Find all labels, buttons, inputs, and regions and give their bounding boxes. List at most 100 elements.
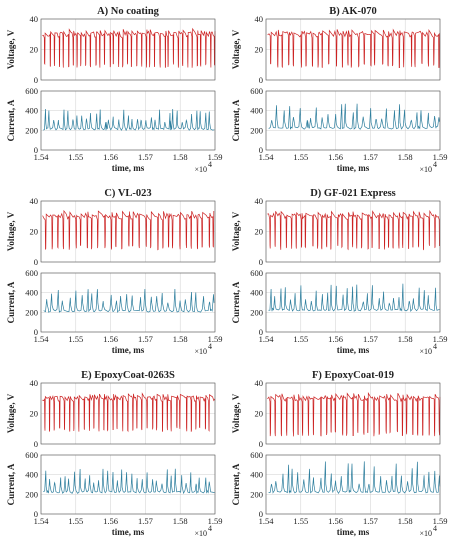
x-tick-label: 1.56 (103, 516, 118, 526)
voltage-axis-label: Voltage, V (231, 211, 241, 251)
y-tick-label: 0 (34, 257, 38, 267)
current-series-line (268, 461, 441, 495)
y-tick-label: 40 (255, 14, 264, 24)
current-axis-label: Current, A (6, 281, 16, 323)
voltage-axis-label: Voltage, V (6, 29, 16, 69)
x-tick-label: 1.54 (259, 334, 275, 344)
voltage-series-line (42, 209, 215, 251)
x-tick-label: 1.55 (68, 334, 83, 344)
y-tick-label: 200 (25, 125, 38, 135)
x-tick-label: 1.54 (34, 516, 50, 526)
voltage-axis-label: Voltage, V (6, 393, 16, 433)
y-tick-label: 20 (30, 45, 39, 55)
x-tick-label: 1.54 (34, 334, 50, 344)
y-tick-label: 400 (250, 288, 263, 298)
x-tick-label: 1.59 (208, 152, 223, 162)
x-tick-label: 1.56 (103, 334, 118, 344)
x-tick-label: 1.56 (328, 152, 343, 162)
voltage-axis-label: Voltage, V (6, 211, 16, 251)
x-axis-exponent: 4 (208, 160, 212, 169)
voltage-axes-frame (40, 200, 216, 263)
y-tick-label: 200 (250, 125, 263, 135)
x-axis-label: time, ms (337, 163, 370, 173)
chart-title: D) GF-021 Express (310, 188, 396, 199)
y-tick-label: 20 (255, 227, 264, 237)
voltage-series-line (42, 27, 216, 68)
y-tick-label: 0 (259, 257, 263, 267)
y-tick-label: 200 (250, 307, 263, 317)
x-axis-exponent: 4 (433, 342, 437, 351)
x-tick-label: 1.55 (68, 152, 83, 162)
x-tick-label: 1.55 (293, 334, 308, 344)
x-tick-label: 1.58 (398, 334, 413, 344)
y-tick-label: 200 (25, 307, 38, 317)
y-tick-label: 0 (259, 327, 263, 337)
chart-panel: D) GF-021 Express 0 20 40 Voltage, V 0 200 400 6… (231, 188, 447, 356)
x-tick-label: 1.55 (293, 152, 308, 162)
current-axes-frame (265, 90, 441, 151)
x-tick-label: 1.57 (363, 516, 378, 526)
y-tick-label: 0 (259, 75, 263, 85)
current-axes-frame (265, 272, 441, 333)
y-tick-label: 0 (34, 509, 38, 519)
x-axis-exponent: 4 (433, 160, 437, 169)
x-axis-exponent: 4 (433, 524, 437, 533)
y-tick-label: 600 (25, 268, 38, 278)
current-series-line (42, 108, 215, 132)
x-tick-label: 1.55 (68, 516, 83, 526)
current-series-line (268, 283, 440, 313)
voltage-axes-frame (265, 18, 441, 81)
current-axis-label: Current, A (6, 463, 16, 505)
current-series-line (43, 468, 215, 495)
voltage-series-line (267, 28, 440, 68)
voltage-axes-frame (265, 200, 441, 263)
chart-panel: F) EpoxyCoat-019 0 20 40 Voltage, V 0 200 400 60… (231, 370, 447, 538)
y-tick-label: 40 (30, 196, 39, 206)
y-tick-label: 600 (250, 450, 263, 460)
chart-panel: C) VL-023 0 20 40 Voltage, V 0 200 400 600 Curren… (6, 188, 222, 356)
x-tick-label: 1.57 (138, 152, 153, 162)
y-tick-label: 600 (250, 268, 263, 278)
chart-panel: A) No coating 0 20 40 Voltage, V 0 200 400 600 Cu… (6, 6, 222, 174)
y-tick-label: 40 (255, 196, 264, 206)
x-axis-label: time, ms (337, 527, 370, 537)
y-tick-label: 20 (30, 227, 39, 237)
voltage-axis-label: Voltage, V (231, 393, 241, 433)
y-tick-label: 400 (250, 470, 263, 480)
chart-title: A) No coating (97, 6, 160, 17)
x-tick-label: 1.54 (259, 516, 275, 526)
current-series-line (43, 288, 215, 314)
y-tick-label: 40 (30, 14, 39, 24)
current-axes-frame (40, 454, 216, 515)
x-tick-label: 1.58 (398, 516, 413, 526)
y-tick-label: 400 (25, 288, 38, 298)
y-tick-label: 40 (30, 378, 39, 388)
x-axis-label: time, ms (112, 163, 145, 173)
x-tick-label: 1.58 (398, 152, 413, 162)
x-tick-label: 1.57 (363, 152, 378, 162)
y-tick-label: 600 (250, 86, 263, 96)
y-tick-label: 600 (25, 86, 38, 96)
y-tick-label: 20 (255, 409, 264, 419)
x-tick-label: 1.56 (328, 516, 343, 526)
y-tick-label: 0 (259, 439, 263, 449)
x-tick-label: 1.59 (208, 334, 223, 344)
voltage-series-line (42, 392, 216, 433)
x-axis-multiplier: ×10 (194, 529, 207, 538)
current-axes-frame (40, 272, 216, 333)
x-tick-label: 1.59 (208, 516, 223, 526)
current-axes-frame (40, 90, 216, 151)
x-axis-multiplier: ×10 (419, 347, 432, 356)
voltage-axes-frame (40, 18, 216, 81)
x-tick-label: 1.55 (293, 516, 308, 526)
current-axes-frame (265, 454, 441, 515)
x-axis-label: time, ms (112, 527, 145, 537)
x-axis-label: time, ms (337, 345, 370, 355)
x-axis-exponent: 4 (208, 524, 212, 533)
x-tick-label: 1.59 (433, 516, 448, 526)
x-tick-label: 1.58 (173, 334, 188, 344)
chart-title: F) EpoxyCoat-019 (312, 370, 394, 381)
x-tick-label: 1.56 (103, 152, 118, 162)
y-tick-label: 200 (25, 489, 38, 499)
